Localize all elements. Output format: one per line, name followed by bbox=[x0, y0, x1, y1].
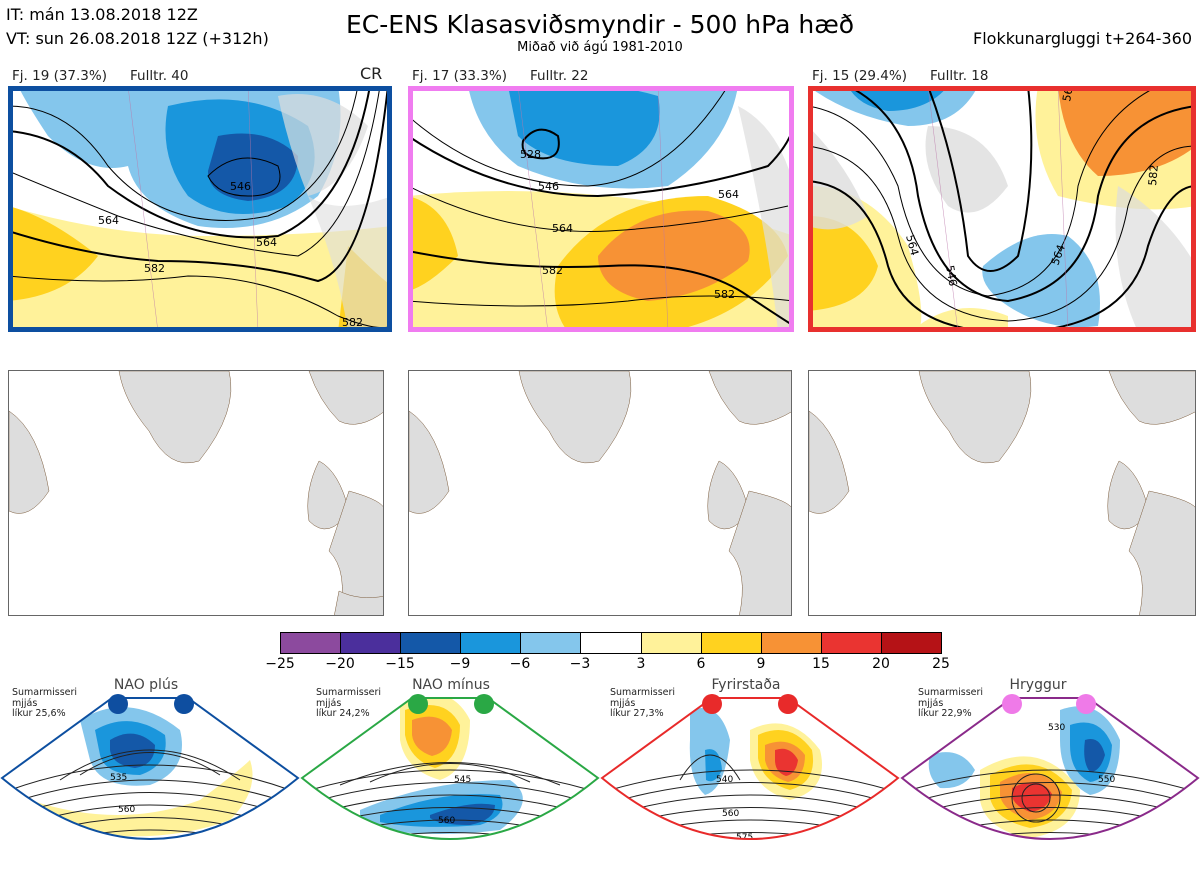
regime-2-contour: 575 bbox=[448, 846, 465, 856]
cluster-2-border bbox=[408, 86, 794, 332]
regime-3-dot bbox=[778, 694, 798, 714]
cluster-1-tag: CR bbox=[360, 64, 383, 83]
empty-map-3-svg bbox=[809, 371, 1195, 615]
page-title: EC-ENS Klasasviðsmyndir - 500 hPa hæð bbox=[345, 10, 855, 39]
regime-3-map: 540 560 575 bbox=[602, 698, 898, 843]
regime-3-note: Sumarmisseri mjjás líkur 27,3% bbox=[610, 687, 676, 719]
cluster-1-map-svg: 546 564 564 582 582 bbox=[8, 86, 392, 332]
colorbar-tick: −3 bbox=[569, 656, 591, 672]
empty-map-1-svg bbox=[9, 371, 383, 615]
initial-time: IT: mán 13.08.2018 12Z bbox=[6, 5, 198, 24]
regime-1-contour: 560 bbox=[118, 805, 135, 815]
regime-3-contour: 540 bbox=[716, 775, 733, 785]
regime-4-contour: 530 bbox=[1048, 723, 1065, 733]
cluster-2-map-svg: 528 546 564 564 582 582 bbox=[408, 86, 794, 332]
cluster-3-contour-label: 564 bbox=[903, 233, 921, 257]
colorbar-tick: 6 bbox=[696, 656, 706, 672]
page-subtitle: Miðað við ágú 1981-2010 bbox=[517, 40, 683, 55]
colorbar-tick: −20 bbox=[325, 656, 355, 672]
regime-2-note: Sumarmisseri mjjás líkur 24,2% bbox=[316, 687, 382, 719]
colorbar-cell bbox=[881, 633, 942, 653]
cluster-2-contour-label: 546 bbox=[538, 180, 559, 193]
cluster-2-map: 528 546 564 564 582 582 bbox=[408, 86, 794, 332]
anomaly-colorbar bbox=[280, 632, 942, 654]
regime-3-contour: 560 bbox=[722, 809, 739, 819]
empty-map-2 bbox=[408, 370, 792, 616]
colorbar-cell bbox=[401, 633, 462, 653]
empty-map-1 bbox=[8, 370, 384, 616]
cluster-1-map: 546 564 564 582 582 bbox=[8, 86, 392, 332]
cluster-2-contour-label: 528 bbox=[520, 148, 541, 161]
regime-4-contour: 550 bbox=[1098, 775, 1115, 785]
regime-2-contour: 545 bbox=[454, 775, 471, 785]
cluster-1-count: Fj. 19 (37.3%) bbox=[12, 68, 107, 84]
regime-1-dot bbox=[174, 694, 194, 714]
cluster-1-contour-label: 564 bbox=[256, 236, 277, 249]
regime-2-dot bbox=[408, 694, 428, 714]
cluster-1-contour-label: 582 bbox=[144, 262, 165, 275]
regime-2-contour: 560 bbox=[438, 816, 455, 826]
regime-1-title: NAO plús bbox=[113, 677, 179, 693]
cluster-3-rep: Fulltr. 18 bbox=[930, 68, 989, 84]
regime-4-title: Hryggur bbox=[1009, 677, 1067, 693]
cluster-1-rep: Fulltr. 40 bbox=[130, 68, 189, 84]
cluster-3-count: Fj. 15 (29.4%) bbox=[812, 68, 907, 84]
regime-4-map: 530 550 575 bbox=[902, 698, 1198, 847]
regime-4-dot bbox=[1002, 694, 1022, 714]
colorbar-cell bbox=[641, 633, 702, 653]
regime-1-map: 535 560 bbox=[2, 698, 298, 839]
colorbar-cell bbox=[581, 633, 642, 653]
cluster-3-border bbox=[808, 86, 1196, 332]
colorbar-tick: −9 bbox=[449, 656, 471, 672]
regime-2-title: NAO mínus bbox=[412, 677, 490, 693]
regime-2-dot bbox=[474, 694, 494, 714]
empty-map-2-svg bbox=[409, 371, 791, 615]
regime-4-contour: 575 bbox=[1092, 837, 1109, 847]
colorbar-tick: −15 bbox=[385, 656, 415, 672]
cluster-3-contour-label: 582 bbox=[1146, 164, 1161, 186]
cluster-3-contour-label: 546 bbox=[943, 264, 959, 287]
cluster-1-contour-label: 564 bbox=[98, 214, 119, 227]
colorbar-cell bbox=[461, 633, 522, 653]
cluster-2-contour-label: 582 bbox=[714, 288, 735, 301]
regime-4-dot bbox=[1076, 694, 1096, 714]
cluster-2-rep: Fulltr. 22 bbox=[530, 68, 589, 84]
cluster-2-count: Fj. 17 (33.3%) bbox=[412, 68, 507, 84]
regime-maps: 535 560 545 560 575 bbox=[0, 694, 1200, 856]
colorbar-cell bbox=[701, 633, 762, 653]
colorbar-tick: −25 bbox=[265, 656, 295, 672]
cluster-1-contour-label: 546 bbox=[230, 180, 251, 193]
colorbar-tick: 9 bbox=[756, 656, 766, 672]
colorbar-cell bbox=[821, 633, 882, 653]
regime-3-dot bbox=[702, 694, 722, 714]
colorbar-tick: −6 bbox=[509, 656, 531, 672]
cluster-1-contour-label: 582 bbox=[342, 316, 363, 329]
colorbar-tick: 3 bbox=[636, 656, 646, 672]
cluster-2-contour-label: 564 bbox=[718, 188, 739, 201]
cluster-2-contour-label: 582 bbox=[542, 264, 563, 277]
colorbar-cell bbox=[341, 633, 402, 653]
regime-3-title: Fyrirstaða bbox=[711, 677, 781, 693]
colorbar-cell bbox=[521, 633, 582, 653]
cluster-2-contour-label: 564 bbox=[552, 222, 573, 235]
regime-3-contour: 575 bbox=[736, 833, 753, 843]
regime-1-contour: 535 bbox=[110, 773, 127, 783]
classification-window: Flokkunargluggi t+264-360 bbox=[973, 29, 1192, 48]
colorbar-tick: 20 bbox=[872, 656, 890, 672]
colorbar-cell bbox=[761, 633, 822, 653]
regime-4-note: Sumarmisseri mjjás líkur 22,9% bbox=[918, 687, 984, 719]
colorbar-tick: 25 bbox=[932, 656, 950, 672]
regime-2-map: 545 560 575 bbox=[302, 698, 598, 856]
colorbar-cell bbox=[281, 633, 342, 653]
regime-1-note: Sumarmisseri mjjás líkur 25,6% bbox=[12, 687, 78, 719]
cluster-1-border bbox=[8, 86, 392, 332]
regime-1-dot bbox=[108, 694, 128, 714]
colorbar-tick: 15 bbox=[812, 656, 830, 672]
empty-map-3 bbox=[808, 370, 1196, 616]
valid-time: VT: sun 26.08.2018 12Z (+312h) bbox=[6, 29, 269, 48]
